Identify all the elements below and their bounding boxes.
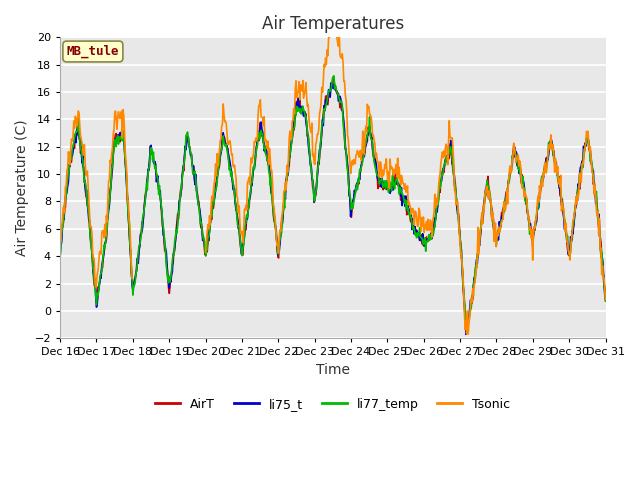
Y-axis label: Air Temperature (C): Air Temperature (C) — [15, 120, 29, 256]
Legend: AirT, li75_t, li77_temp, Tsonic: AirT, li75_t, li77_temp, Tsonic — [150, 393, 515, 416]
X-axis label: Time: Time — [316, 363, 350, 377]
Text: MB_tule: MB_tule — [67, 45, 119, 58]
Title: Air Temperatures: Air Temperatures — [262, 15, 404, 33]
